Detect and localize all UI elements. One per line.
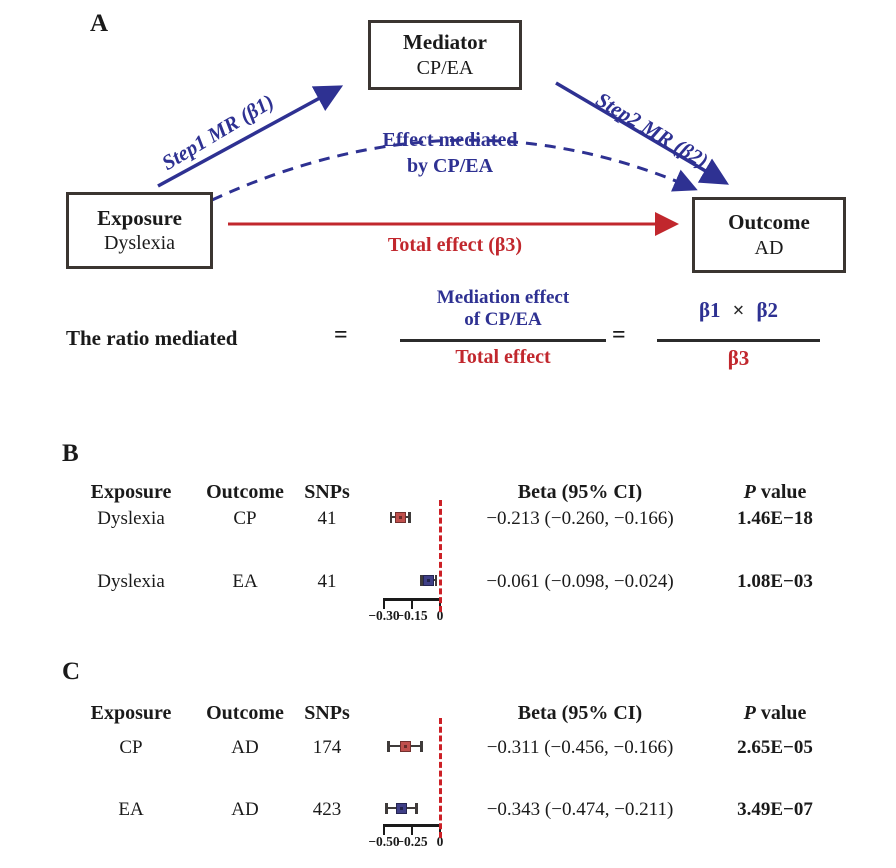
step1-arrow (157, 85, 344, 188)
beta-point-center (427, 578, 431, 582)
fraction1-denominator: Total effect (455, 346, 551, 368)
b-pvalue-rest: value (755, 481, 807, 503)
fraction1-numerator: Mediation effect of CP/EA (400, 287, 606, 331)
mediated-effect-dashed-arrow (211, 138, 698, 202)
axis-tick-label: −0.30 (368, 608, 400, 623)
total-effect-label: Total effect (β3) (387, 234, 523, 256)
b-row2-exposure: Dyslexia (97, 571, 165, 592)
axis-tick-label: −0.15 (396, 608, 428, 623)
exposure-subtitle: Dyslexia (103, 232, 176, 255)
b-col-header-exposure: Exposure (90, 481, 172, 503)
ci-cap-right (420, 740, 423, 752)
b-row2-beta-ci: −0.061 (−0.098, −0.024) (486, 571, 674, 592)
c-row2-snps: 423 (312, 799, 342, 820)
b-row1-snps: 41 (317, 508, 337, 529)
b-col-header-snps: SNPs (304, 481, 350, 503)
fraction1-numerator-line2: of CP/EA (464, 309, 542, 330)
fraction1-numerator-line1: Mediation effect (436, 287, 570, 308)
c-col-header-exposure: Exposure (90, 702, 172, 724)
b-row2-pvalue: 1.08E−03 (737, 571, 813, 592)
ratio-mediated-label: The ratio mediated (66, 326, 238, 350)
ci-cap-right (408, 511, 411, 523)
beta-point-center (403, 744, 407, 748)
beta-point-center (400, 806, 404, 810)
beta-point-marker (399, 740, 411, 752)
ci-cap-right (434, 574, 438, 586)
c-row2-exposure: EA (118, 799, 144, 820)
zero-reference-line (438, 500, 442, 612)
c-col-header-beta: Beta (95% CI) (517, 702, 643, 724)
zero-reference-line (438, 718, 442, 838)
outcome-box: Outcome AD (692, 197, 846, 273)
ci-cap-left (389, 511, 393, 523)
axis-tick (410, 824, 414, 835)
axis-tick-label: 0 (436, 834, 444, 849)
c-row1-outcome: AD (231, 737, 259, 758)
b-col-header-beta: Beta (95% CI) (517, 481, 643, 503)
mediator-box: Mediator CP/EA (368, 20, 522, 90)
mediation-arrows (157, 81, 730, 236)
equals-sign-2: = (612, 322, 626, 348)
c-row1-beta-ci: −0.311 (−0.456, −0.166) (486, 737, 674, 758)
step2-arrow (555, 81, 730, 185)
fraction2-bar (657, 339, 820, 342)
b-row2-outcome: EA (232, 571, 258, 592)
axis-tick-label: −0.25 (396, 834, 428, 849)
axis-tick-label: −0.50 (368, 834, 400, 849)
b-row1-exposure: Dyslexia (97, 508, 165, 529)
fraction1-bar (400, 339, 606, 342)
b-col-header-outcome: Outcome (206, 481, 284, 503)
b-row2-snps: 41 (317, 571, 337, 592)
c-col-header-outcome: Outcome (206, 702, 284, 724)
beta2-symbol: β2 (756, 298, 779, 322)
ci-cap-left (385, 802, 388, 814)
c-col-header-pvalue: P value (744, 702, 807, 725)
mediator-subtitle: CP/EA (416, 56, 474, 79)
c-row2-beta-ci: −0.343 (−0.474, −0.211) (486, 799, 674, 820)
beta-point-marker (423, 574, 435, 586)
fraction2-denominator: β3 (727, 346, 750, 370)
axis-tick (410, 598, 414, 609)
axis-tick (382, 824, 386, 835)
c-row1-snps: 174 (312, 737, 342, 758)
outcome-subtitle: AD (754, 236, 784, 259)
times-sign: × (732, 298, 745, 322)
axis-tick-label: 0 (436, 608, 444, 623)
mediated-effect-label: Effect mediated by CP/EA (345, 127, 555, 179)
mediator-title: Mediator (403, 30, 487, 55)
b-row1-outcome: CP (233, 508, 257, 529)
equals-sign-1: = (334, 322, 348, 348)
axis-tick (382, 598, 386, 609)
beta-point-center (398, 515, 402, 519)
beta1-symbol: β1 (698, 298, 721, 322)
fraction2-numerator: β1 × β2 (657, 298, 820, 323)
b-pvalue-italic-p: P (743, 481, 756, 503)
exposure-title: Exposure (97, 205, 182, 230)
mediated-effect-label-line2: by CP/EA (406, 155, 494, 177)
c-row1-exposure: CP (119, 737, 143, 758)
c-pvalue-italic-p: P (743, 702, 756, 724)
c-col-header-snps: SNPs (304, 702, 350, 724)
ci-cap-left (387, 740, 390, 752)
c-row1-pvalue: 2.65E−05 (737, 737, 813, 758)
b-row1-pvalue: 1.46E−18 (737, 508, 813, 529)
panel-c-label: C (62, 658, 81, 685)
panel-a-label: A (90, 10, 109, 37)
c-row2-outcome: AD (231, 799, 259, 820)
mediated-effect-label-line1: Effect mediated (382, 129, 518, 151)
exposure-box: Exposure Dyslexia (66, 192, 213, 269)
outcome-title: Outcome (728, 210, 810, 235)
b-col-header-pvalue: P value (744, 481, 807, 504)
ci-cap-right (415, 802, 418, 814)
c-row2-pvalue: 3.49E−07 (737, 799, 813, 820)
beta-point-marker (394, 511, 406, 523)
ci-cap-left (420, 574, 423, 586)
c-pvalue-rest: value (755, 702, 807, 724)
beta-point-marker (396, 802, 408, 814)
panel-b-label: B (62, 440, 79, 467)
b-row1-beta-ci: −0.213 (−0.260, −0.166) (486, 508, 674, 529)
